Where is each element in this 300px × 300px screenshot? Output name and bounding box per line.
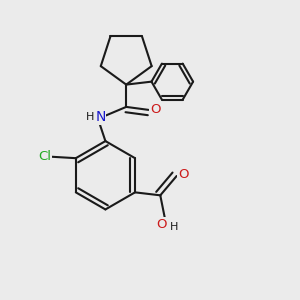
- Text: H: H: [169, 221, 178, 232]
- Text: O: O: [150, 103, 160, 116]
- Text: H: H: [85, 112, 94, 122]
- Text: Cl: Cl: [38, 150, 51, 163]
- Text: O: O: [156, 218, 166, 231]
- Text: O: O: [178, 168, 188, 181]
- Text: N: N: [95, 110, 106, 124]
